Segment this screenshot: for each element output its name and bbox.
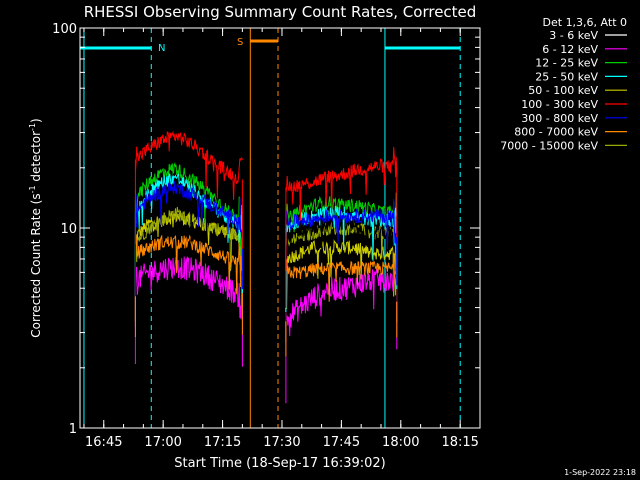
x-tick-label: 17:45	[323, 435, 360, 450]
x-tick-label: 17:00	[144, 435, 181, 450]
legend-entry-label: 100 - 300 keV	[521, 98, 598, 111]
y-axis-label-mid: detector	[29, 131, 43, 186]
legend-entry-label: 25 - 50 keV	[535, 70, 598, 83]
y-axis-label-sup2: -1	[28, 123, 37, 131]
y-tick-label: 1	[69, 422, 77, 437]
legend-entry-label: 12 - 25 keV	[535, 57, 598, 70]
legend-entry-label: 7000 - 15000 keV	[500, 139, 598, 152]
legend-title: Det 1,3,6, Att 0	[543, 16, 627, 29]
series-line	[134, 130, 243, 249]
y-axis-label: Corrected Count Rate (s-1 detector-1)	[28, 118, 43, 337]
legend-entry-label: 300 - 800 keV	[521, 112, 598, 125]
legend-entry-label: 800 - 7000 keV	[514, 126, 598, 139]
legend-entry-label: 6 - 12 keV	[542, 43, 598, 56]
series-line	[285, 147, 398, 272]
saa-label: S	[237, 37, 243, 48]
footer-timestamp: 1-Sep-2022 23:18	[564, 468, 636, 477]
x-tick-label: 18:15	[441, 435, 478, 450]
x-tick-label: 17:15	[204, 435, 241, 450]
x-axis-label: Start Time (18-Sep-17 16:39:02)	[174, 456, 385, 471]
x-tick-label: 18:00	[382, 435, 419, 450]
night-label: N	[158, 43, 165, 54]
x-tick-label: 17:30	[263, 435, 300, 450]
chart-title: RHESSI Observing Summary Count Rates, Co…	[84, 3, 477, 21]
y-axis-label-main: Corrected Count Rate (s	[29, 193, 43, 337]
y-axis-label-sup1: -1	[28, 185, 37, 193]
y-tick-label: 10	[60, 222, 77, 237]
legend-entry-label: 3 - 6 keV	[549, 29, 598, 42]
y-axis-label-end: )	[29, 118, 43, 123]
plot-area	[80, 28, 461, 428]
series-trace-5	[134, 130, 398, 272]
y-axis: 1 10 100	[52, 22, 480, 437]
y-tick-label: 100	[52, 22, 77, 37]
x-tick-label: 16:45	[85, 435, 122, 450]
x-axis: 16:45 17:00 17:15 17:30 17:45 18:00 18:15	[83, 28, 481, 450]
legend-entry-label: 50 - 100 keV	[528, 84, 598, 97]
